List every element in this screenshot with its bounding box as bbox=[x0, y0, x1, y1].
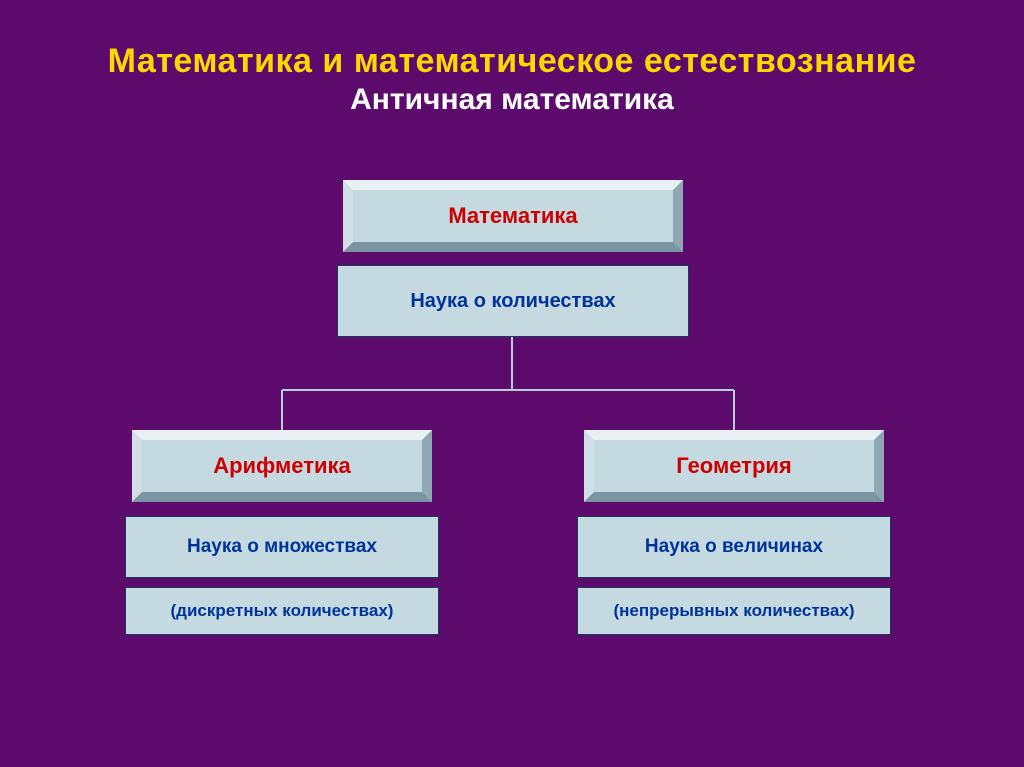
left-sub2: (дискретных количествах) bbox=[125, 587, 439, 635]
sub-title: Античная математика bbox=[0, 83, 1024, 117]
title-block: Математика и математическое естествознан… bbox=[0, 0, 1024, 117]
left-header-label: Арифметика bbox=[213, 453, 351, 479]
root-sub1-label: Наука о количествах bbox=[410, 290, 615, 313]
root-sub1: Наука о количествах bbox=[337, 265, 689, 337]
left-sub1: Наука о множествах bbox=[125, 516, 439, 578]
root-header: Математика bbox=[343, 180, 683, 252]
right-header-label: Геометрия bbox=[676, 453, 792, 479]
left-sub2-label: (дискретных количествах) bbox=[171, 601, 394, 621]
left-sub1-label: Наука о множествах bbox=[187, 536, 377, 558]
right-sub1: Наука о величинах bbox=[577, 516, 891, 578]
right-sub1-label: Наука о величинах bbox=[645, 536, 823, 558]
main-title: Математика и математическое естествознан… bbox=[0, 42, 1024, 81]
right-sub2: (непрерывных количествах) bbox=[577, 587, 891, 635]
root-header-label: Математика bbox=[448, 203, 577, 229]
left-header: Арифметика bbox=[132, 430, 432, 502]
right-sub2-label: (непрерывных количествах) bbox=[614, 601, 855, 621]
right-header: Геометрия bbox=[584, 430, 884, 502]
